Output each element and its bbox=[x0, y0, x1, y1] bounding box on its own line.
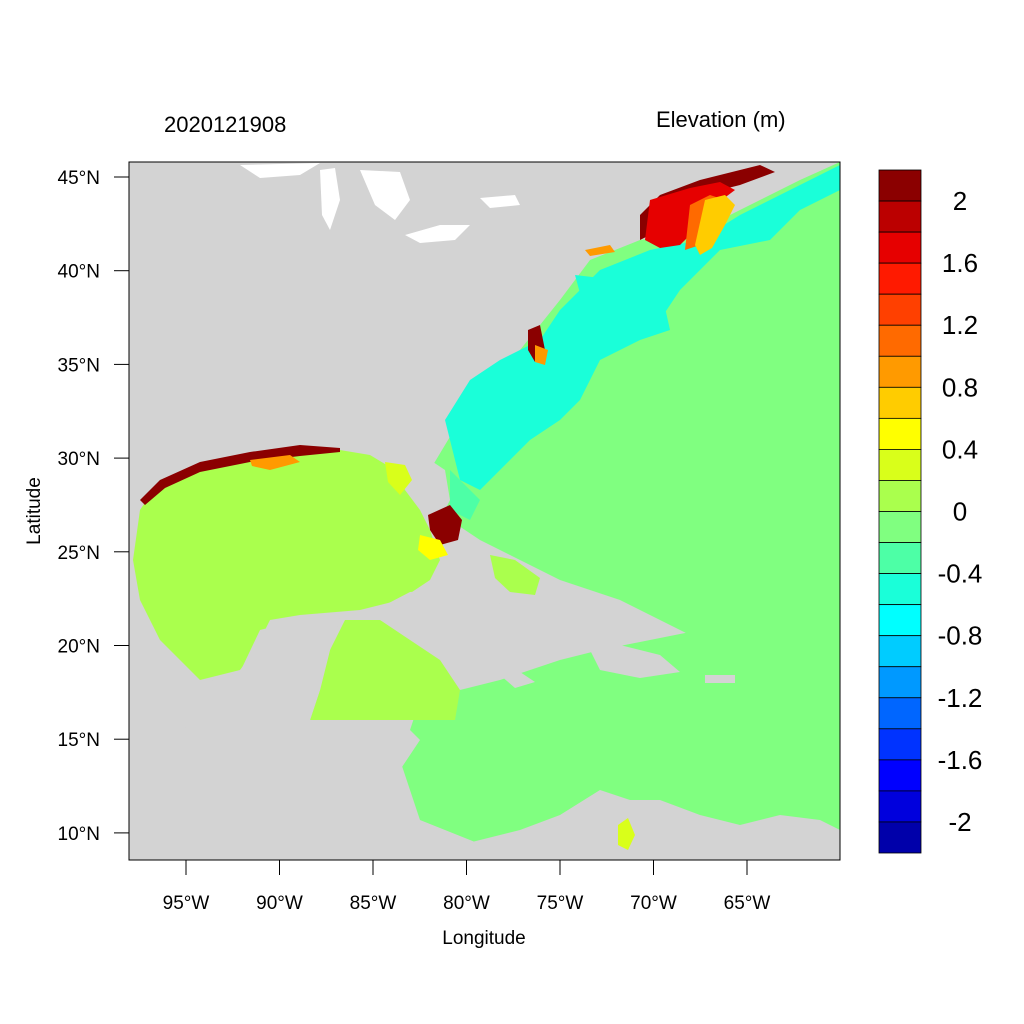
florida-land bbox=[370, 455, 450, 530]
colorbar-swatch bbox=[878, 511, 922, 543]
colorbar-label: 0 bbox=[953, 497, 967, 527]
y-tick-label: 20°N bbox=[58, 637, 100, 658]
x-tick-label: 80°W bbox=[443, 893, 490, 914]
gulf-of-maine-surge-yellow bbox=[695, 195, 735, 255]
colorbar-label: -1.2 bbox=[938, 683, 983, 713]
lake-maracaibo bbox=[618, 818, 635, 850]
colorbar-swatch bbox=[878, 790, 922, 823]
colorbar-swatch bbox=[878, 169, 922, 202]
big-bend-region bbox=[385, 462, 412, 495]
puerto-rico-land bbox=[705, 675, 735, 683]
long-island-surge bbox=[585, 245, 615, 256]
yucatan-land bbox=[200, 618, 340, 740]
plot-frame bbox=[128, 161, 841, 861]
south-florida-surge bbox=[428, 505, 462, 545]
lake-michigan bbox=[320, 168, 340, 230]
colorbar: 2 1.6 1.2 0.8 0.4 0 -0.4 -0.8 -1.2 -1.6 -2 bbox=[878, 169, 983, 854]
colorbar-swatch bbox=[878, 759, 922, 792]
colorbar-swatch bbox=[878, 293, 922, 326]
colorbar-label: 2 bbox=[953, 186, 967, 216]
x-tick-label: 85°W bbox=[350, 893, 397, 914]
colorbar-swatch bbox=[878, 728, 922, 761]
colorbar-swatch bbox=[878, 573, 922, 606]
atlantic-ocean bbox=[400, 162, 840, 860]
colorbar-label: -0.4 bbox=[938, 559, 983, 589]
x-tick-label: 75°W bbox=[537, 893, 584, 914]
lake-ontario bbox=[480, 195, 520, 208]
x-axis-title: Longitude bbox=[442, 928, 525, 949]
colorbar-label: 1.2 bbox=[942, 310, 978, 340]
florida-shelf bbox=[450, 470, 480, 520]
colorbar-swatch bbox=[878, 666, 922, 699]
map-area bbox=[129, 162, 840, 860]
y-tick-label: 40°N bbox=[58, 262, 100, 283]
colorbar-swatch bbox=[878, 635, 922, 668]
colorbar-swatch bbox=[878, 604, 922, 637]
colorbar-swatch bbox=[878, 542, 922, 574]
y-tick-label: 15°N bbox=[58, 730, 100, 751]
western-caribbean bbox=[310, 620, 460, 720]
colorbar-swatch bbox=[878, 821, 922, 854]
bahamas-shallow bbox=[490, 555, 540, 595]
colorbar-swatch bbox=[878, 386, 922, 419]
atlantic-shelf-region bbox=[445, 165, 840, 490]
colorbar-swatch bbox=[878, 697, 922, 730]
x-tick-label: 95°W bbox=[163, 893, 210, 914]
gulf-of-mexico bbox=[133, 450, 440, 680]
louisiana-surge bbox=[250, 455, 300, 470]
colorbar-label: 0.8 bbox=[942, 372, 978, 402]
lake-superior bbox=[240, 163, 320, 178]
outer-banks-surge bbox=[535, 345, 548, 365]
y-tick-label: 30°N bbox=[58, 449, 100, 470]
colorbar-swatch bbox=[878, 480, 922, 512]
florida-keys-surge bbox=[418, 535, 448, 560]
central-america-land bbox=[129, 720, 420, 860]
x-tick-label: 90°W bbox=[256, 893, 303, 914]
y-tick-label: 45°N bbox=[58, 168, 100, 189]
colorbar-label: -2 bbox=[948, 807, 971, 837]
variable-title: Elevation (m) bbox=[656, 107, 786, 132]
timestamp-title: 2020121908 bbox=[164, 112, 287, 137]
jamaica-land bbox=[500, 672, 535, 688]
colorbar-swatch bbox=[878, 262, 922, 295]
colorbar-label: -1.6 bbox=[938, 745, 983, 775]
x-axis: 95°W 90°W 85°W 80°W 75°W 70°W 65°W bbox=[163, 860, 771, 914]
colorbar-swatch bbox=[878, 324, 922, 357]
y-tick-label: 10°N bbox=[58, 824, 100, 845]
colorbar-swatch bbox=[878, 449, 922, 481]
colorbar-swatch bbox=[878, 417, 922, 450]
new-england-surge bbox=[640, 165, 775, 240]
y-tick-label: 35°N bbox=[58, 355, 100, 376]
x-tick-label: 70°W bbox=[630, 893, 677, 914]
colorbar-swatch bbox=[878, 200, 922, 233]
y-axis: 45°N 40°N 35°N 30°N 25°N 20°N 15°N 10°N bbox=[58, 168, 129, 845]
colorbar-label: 0.4 bbox=[942, 434, 978, 464]
y-tick-label: 25°N bbox=[58, 543, 100, 564]
cuba-land bbox=[385, 590, 590, 648]
y-axis-title: Latitude bbox=[24, 477, 45, 545]
lake-erie bbox=[405, 225, 470, 243]
lake-huron bbox=[360, 170, 410, 220]
colorbar-swatch bbox=[878, 355, 922, 388]
colorbar-label: -0.8 bbox=[938, 621, 983, 651]
colorbar-swatch bbox=[878, 231, 922, 264]
hispaniola-land bbox=[590, 645, 680, 678]
x-tick-label: 65°W bbox=[724, 893, 771, 914]
colorbar-label: 1.6 bbox=[942, 248, 978, 278]
gulf-coast-surge bbox=[140, 445, 340, 505]
